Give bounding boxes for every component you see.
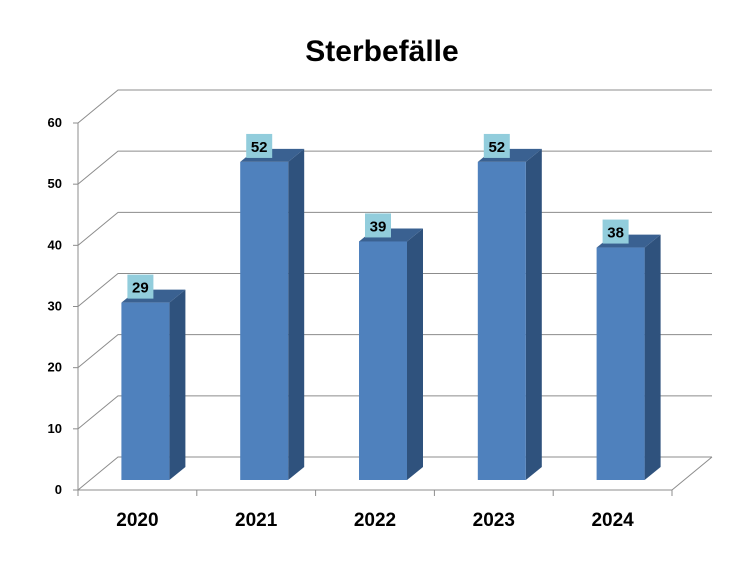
- y-tick-label-20: 20: [48, 360, 62, 375]
- data-label-2022: 39: [365, 213, 391, 238]
- floor-right-edge: [671, 456, 713, 491]
- bar-side-2022: [407, 228, 423, 480]
- y-tick-label-60: 60: [48, 115, 62, 130]
- y-tick-label-30: 30: [48, 299, 62, 314]
- bar-front-2023: [477, 161, 526, 480]
- y-axis-ticks: 0 10 20 30 40 50 60: [48, 115, 78, 497]
- bar-front-2024: [596, 247, 645, 480]
- data-label-bg-2022: [365, 213, 391, 238]
- bar-front-2021: [240, 161, 289, 480]
- gridline-60: [77, 89, 712, 124]
- gridline-50: [77, 150, 712, 185]
- data-label-text-2022: 39: [370, 218, 387, 235]
- y-tick-label-40: 40: [48, 237, 62, 252]
- chart-title: Sterbefälle: [305, 35, 458, 68]
- data-label-text-2021: 52: [251, 139, 268, 156]
- bar-side-2024: [644, 234, 661, 480]
- data-label-text-2020: 29: [132, 280, 149, 297]
- data-labels: 29 52 39 52 38: [127, 133, 629, 299]
- data-label-2020: 29: [127, 274, 154, 299]
- y-tick-label-0: 0: [55, 482, 62, 497]
- data-label-2023: 52: [483, 133, 510, 158]
- y-tick-label-10: 10: [48, 421, 62, 436]
- bar-2021: [240, 148, 305, 480]
- data-label-bg-2023: [483, 133, 510, 158]
- bar-side-2023: [525, 148, 542, 480]
- x-axis-ticks: 2020 2021 2022 2023 2024: [77, 490, 673, 531]
- bar-front-2020: [121, 302, 170, 480]
- data-label-text-2023: 52: [488, 139, 505, 156]
- x-tick-label-2021: 2021: [235, 510, 278, 531]
- data-label-bg-2020: [127, 274, 154, 299]
- data-label-bg-2024: [602, 219, 629, 244]
- bars: [121, 148, 661, 480]
- y-tick-label-50: 50: [48, 176, 62, 191]
- data-label-2021: 52: [246, 133, 273, 158]
- bar-2023: [477, 148, 542, 480]
- x-tick-label-2022: 2022: [354, 510, 396, 531]
- x-tick-label-2024: 2024: [591, 510, 634, 531]
- x-tick-label-2023: 2023: [473, 510, 515, 531]
- x-tick-label-2020: 2020: [116, 510, 158, 531]
- bar-front-2022: [359, 241, 407, 480]
- gridlines: [77, 89, 712, 491]
- bar-side-2021: [288, 148, 305, 480]
- bar-2020: [121, 289, 186, 480]
- bar-2024: [596, 234, 661, 480]
- bar-side-2020: [169, 289, 186, 480]
- data-label-2024: 38: [602, 219, 629, 244]
- data-label-bg-2021: [246, 133, 273, 158]
- bar-2022: [359, 228, 423, 480]
- data-label-text-2024: 38: [607, 225, 624, 242]
